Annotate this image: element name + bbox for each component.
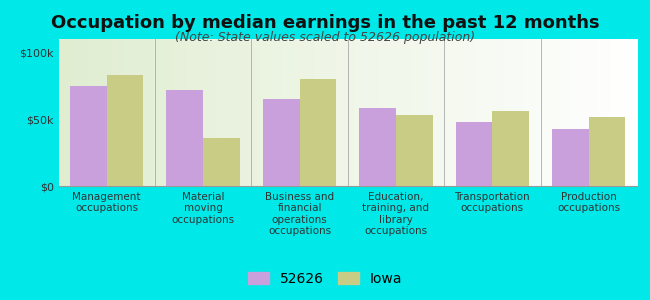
Bar bbox=[166, 90, 203, 186]
Bar bbox=[70, 86, 107, 186]
Bar bbox=[359, 109, 396, 186]
Text: (Note: State values scaled to 52626 population): (Note: State values scaled to 52626 popu… bbox=[175, 32, 475, 44]
Bar bbox=[396, 115, 433, 186]
Bar bbox=[493, 111, 529, 186]
Bar bbox=[300, 79, 336, 186]
Bar bbox=[263, 99, 300, 186]
Bar bbox=[552, 128, 589, 186]
Text: Occupation by median earnings in the past 12 months: Occupation by median earnings in the pas… bbox=[51, 14, 599, 32]
Bar bbox=[203, 138, 240, 186]
Legend: 52626, Iowa: 52626, Iowa bbox=[244, 268, 406, 290]
Bar bbox=[107, 75, 144, 186]
Bar bbox=[456, 122, 493, 186]
Bar bbox=[589, 116, 625, 186]
